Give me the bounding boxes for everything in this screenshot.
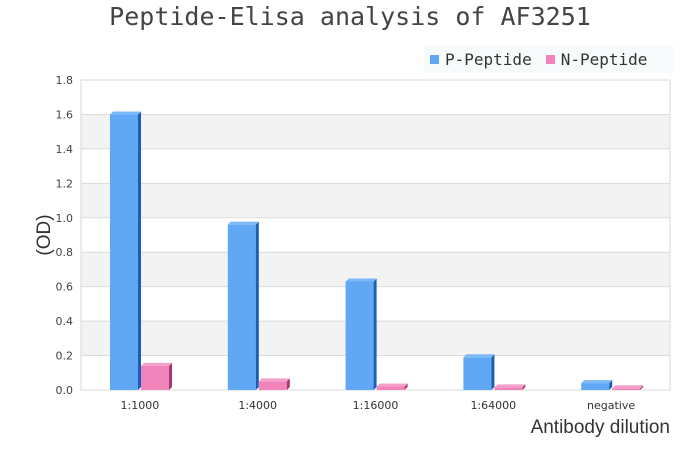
y-tick-label: 1.0 — [56, 212, 74, 225]
bar-face — [612, 388, 641, 390]
y-tick-label: 0.6 — [56, 281, 74, 294]
x-tick-label: negative — [587, 399, 635, 412]
bar-side — [138, 111, 141, 390]
bar-face — [463, 357, 492, 390]
y-tick-label: 1.8 — [56, 74, 74, 87]
x-tick-label: 1:64000 — [470, 399, 516, 412]
bar-side — [522, 384, 526, 390]
plot-border — [80, 79, 671, 391]
x-tick-label: 1:16000 — [353, 399, 399, 412]
y-tick-label: 0.0 — [56, 384, 74, 397]
bar-face — [376, 386, 405, 390]
bar-p-peptide-negative — [581, 380, 613, 390]
y-tick-label: 0.8 — [56, 246, 74, 259]
bar-face — [227, 224, 256, 390]
bar-side — [255, 221, 259, 390]
bar-top — [494, 384, 526, 388]
bar-side — [491, 354, 495, 390]
bar-face — [494, 387, 523, 390]
bar-face — [141, 365, 169, 390]
y-tick-label: 0.2 — [56, 350, 74, 363]
y-tick-label: 1.2 — [56, 177, 74, 190]
bar-face — [345, 281, 374, 390]
y-tick-label: 1.4 — [56, 143, 74, 156]
y-tick-label: 0.4 — [56, 315, 74, 328]
legend-label: N-Peptide — [560, 49, 648, 69]
chart-title: Peptide-Elisa analysis of AF3251 — [109, 2, 591, 31]
y-tick-label: 1.6 — [56, 108, 74, 121]
bar-top — [612, 385, 644, 389]
bar-top — [581, 380, 613, 384]
bar-top — [376, 383, 408, 387]
bar-side — [640, 385, 644, 390]
bar-n-peptide-1:4000 — [258, 378, 290, 390]
bar-side — [404, 383, 408, 390]
legend-swatch — [430, 54, 439, 64]
bar-p-peptide-1:1000 — [110, 111, 141, 390]
y-axis-label: (OD) — [34, 214, 55, 255]
bar-p-peptide-1:16000 — [345, 278, 377, 390]
x-axis-label: Antibody dilution — [531, 417, 670, 438]
bar-n-peptide-1:16000 — [376, 383, 408, 390]
bar-side — [373, 278, 377, 390]
bar-face — [110, 114, 138, 390]
bar-top — [227, 221, 259, 225]
grid-band — [81, 183, 670, 218]
legend-swatch — [545, 54, 555, 64]
bar-p-peptide-1:64000 — [463, 354, 495, 390]
legend: P-Peptide N-Peptide — [424, 45, 674, 73]
legend-item-p-peptide: P-Peptide — [430, 50, 532, 69]
bar-side — [286, 378, 290, 390]
grid-band — [81, 114, 670, 149]
bar-face — [258, 381, 287, 390]
bar-n-peptide-1:64000 — [494, 384, 526, 390]
bar-side — [609, 380, 613, 390]
x-tick-label: 1:4000 — [238, 399, 277, 412]
bar-top — [141, 362, 172, 366]
bar-face — [581, 383, 610, 390]
bar-side — [169, 362, 172, 390]
legend-item-n-peptide: N-Peptide — [545, 49, 648, 69]
bar-top — [110, 111, 141, 115]
bar-top — [345, 278, 377, 282]
bar-p-peptide-1:4000 — [227, 221, 259, 390]
x-tick-label: 1:1000 — [121, 399, 160, 412]
bar-top — [463, 354, 495, 358]
legend-label: P-Peptide — [445, 49, 532, 69]
bar-n-peptide-negative — [612, 385, 644, 390]
bar-top — [258, 378, 290, 382]
bar-n-peptide-1:1000 — [141, 362, 172, 390]
